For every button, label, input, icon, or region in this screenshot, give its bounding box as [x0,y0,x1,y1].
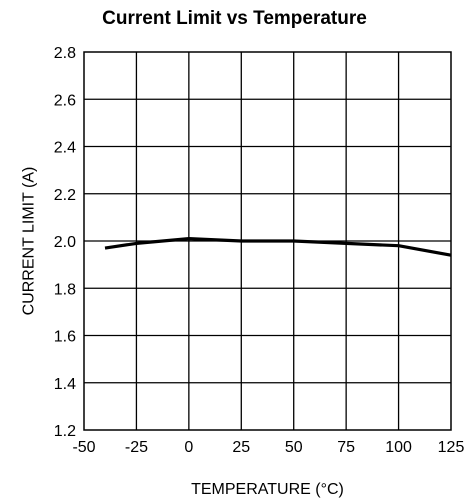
y-tick-label: 2.4 [54,140,76,157]
x-tick-label: 75 [337,439,355,456]
chart-title: Current Limit vs Temperature [102,8,367,29]
series-line [104,237,452,257]
y-tick-label: 2.2 [54,187,76,204]
y-tick-label: 1.2 [54,423,76,440]
y-tick-label: 2.0 [54,234,76,251]
y-tick-label: 1.6 [54,329,76,346]
series-layer [104,237,452,257]
x-tick-label: -50 [72,439,95,456]
x-tick-label: 125 [438,439,465,456]
tick-layer: -50 -25 0 25 50 75 100 125 1.2 1.4 1.6 1.8 2.0 2.2 2.4… [54,45,465,456]
y-tick-label: 1.8 [54,281,76,298]
x-tick-label: 100 [385,439,412,456]
x-tick-label: -25 [125,439,148,456]
y-axis-label: CURRENT LIMIT (A) [21,167,38,316]
x-axis-label: TEMPERATURE (°C) [191,481,344,498]
y-tick-label: 1.4 [54,376,76,393]
x-tick-label: 0 [184,439,193,456]
x-tick-label: 50 [285,439,303,456]
x-tick-label: 25 [232,439,250,456]
y-tick-label: 2.6 [54,92,76,109]
y-tick-label: 2.8 [54,45,76,62]
plot-frame [83,51,452,431]
